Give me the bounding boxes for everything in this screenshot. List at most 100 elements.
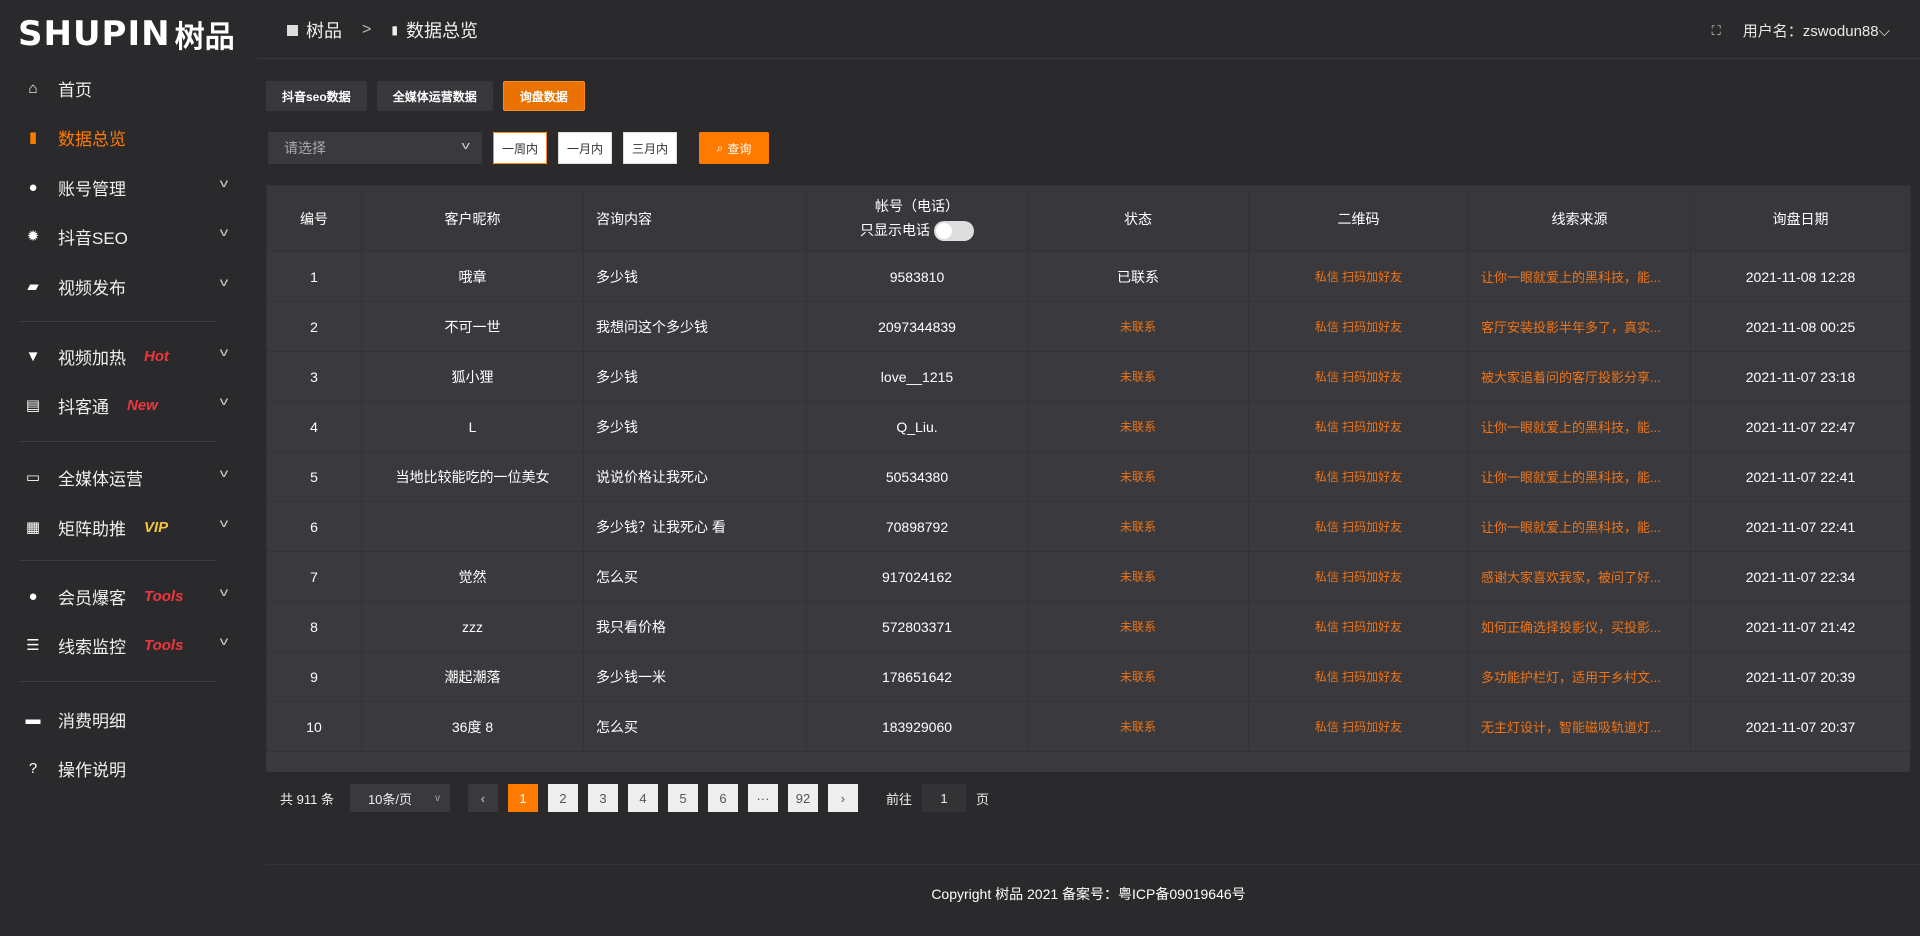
gear-icon: ✹: [26, 228, 40, 245]
page-button[interactable]: 2: [547, 784, 578, 812]
cell-account: Q_Liu.: [806, 401, 1028, 452]
next-page-button[interactable]: ›: [827, 784, 858, 812]
account-select[interactable]: 请选择 v: [268, 132, 482, 164]
total-count: 共 911 条: [280, 791, 334, 807]
chevron-down-icon: v: [219, 466, 229, 480]
sidebar-item-10[interactable]: ☰ 线索监控 Tools v: [0, 625, 257, 665]
user-icon: ●: [28, 178, 38, 196]
cell-source[interactable]: 让你一眼就爱上的黑科技，能...: [1468, 251, 1691, 302]
page-button[interactable]: 92: [787, 784, 818, 812]
range-week-button[interactable]: 一周内: [493, 132, 547, 164]
sidebar-item-label: 消费明细: [58, 711, 126, 731]
cell-id: 6: [266, 501, 362, 552]
table-row: 9 潮起潮落 多少钱一米 178651642 未联系 私信 扫码加好友 多功能护栏灯，适用于…: [266, 651, 1911, 702]
cell-date: 2021-11-07 22:41: [1690, 451, 1911, 502]
cell-status: 未联系: [1027, 401, 1249, 452]
sidebar-item-3[interactable]: ✹ 抖音SEO v: [0, 216, 257, 256]
cell-id: 9: [266, 651, 362, 702]
user-menu[interactable]: 用户名：zswodun88⌵: [1743, 20, 1890, 41]
cell-status: 未联系: [1027, 651, 1249, 702]
query-button[interactable]: ⌕ 查询: [699, 132, 769, 164]
breadcrumb-separator: >: [362, 21, 372, 38]
grid-icon: ▦: [25, 519, 41, 536]
cell-content: 说说价格让我死心: [583, 451, 807, 502]
header-account-label: 帐号（电话）: [875, 197, 959, 214]
sidebar-item-6[interactable]: ▤ 抖客通 New v: [0, 385, 257, 425]
sidebar-item-2[interactable]: ● 账号管理 v: [0, 167, 257, 207]
help-icon: ?: [28, 759, 38, 777]
more-pages-button[interactable]: ···: [747, 784, 778, 812]
sidebar-item-12[interactable]: ? 操作说明: [0, 748, 257, 788]
cell-content: 多少钱？让我死心 看: [583, 501, 807, 552]
cell-source[interactable]: 感谢大家喜欢我家，被问了好...: [1468, 551, 1691, 602]
search-icon: ⌕: [716, 140, 724, 155]
page-button[interactable]: 5: [667, 784, 698, 812]
cell-source[interactable]: 无主灯设计，智能磁吸轨道灯...: [1468, 701, 1691, 752]
cell-source[interactable]: 如何正确选择投影仪，买投影...: [1468, 601, 1691, 652]
header-id: 编号: [266, 185, 362, 252]
range-3month-button[interactable]: 三月内: [623, 132, 677, 164]
page-button[interactable]: 3: [587, 784, 618, 812]
top-header: 树品 > ▮ 数据总览 ⛶ 用户名：zswodun88⌵: [257, 0, 1920, 59]
cell-qrcode[interactable]: 私信 扫码加好友: [1248, 351, 1469, 402]
cell-qrcode[interactable]: 私信 扫码加好友: [1248, 301, 1469, 352]
tab-inquiry[interactable]: 询盘数据: [502, 81, 585, 111]
tab-all-media[interactable]: 全媒体运营数据: [376, 81, 493, 111]
sidebar-item-5[interactable]: ▼ 视频加热 Hot v: [0, 336, 257, 376]
cell-date: 2021-11-07 22:34: [1690, 551, 1911, 602]
range-month-button[interactable]: 一月内: [558, 132, 612, 164]
cell-qrcode[interactable]: 私信 扫码加好友: [1248, 501, 1469, 552]
fullscreen-icon[interactable]: ⛶: [1711, 22, 1721, 38]
cell-id: 7: [266, 551, 362, 602]
cell-qrcode[interactable]: 私信 扫码加好友: [1248, 401, 1469, 452]
sidebar-item-8[interactable]: ▦ 矩阵助推 VIP v: [0, 507, 257, 547]
cell-account: 178651642: [806, 651, 1028, 702]
cell-nickname: 当地比较能吃的一位美女: [361, 451, 584, 502]
sidebar-item-9[interactable]: ● 会员爆客 Tools v: [0, 576, 257, 616]
prev-page-button[interactable]: ‹: [467, 784, 498, 812]
logo[interactable]: SHUPIN 树品: [18, 14, 235, 54]
sidebar-item-11[interactable]: ▬ 消费明细: [0, 699, 257, 739]
cell-qrcode[interactable]: 私信 扫码加好友: [1248, 601, 1469, 652]
sidebar-item-7[interactable]: ▭ 全媒体运营 v: [0, 457, 257, 497]
cell-source[interactable]: 让你一眼就爱上的黑科技，能...: [1468, 501, 1691, 552]
sidebar-item-1[interactable]: ▮ 数据总览: [0, 117, 257, 157]
goto-page-input[interactable]: 1: [921, 784, 966, 812]
cell-source[interactable]: 客厅安装投影半年多了，真实...: [1468, 301, 1691, 352]
chevron-down-icon: v: [219, 394, 229, 408]
tab-douyin-seo[interactable]: 抖音seo数据: [266, 81, 367, 111]
chevron-down-icon: v: [219, 585, 229, 599]
breadcrumb-item-home[interactable]: 树品: [306, 21, 342, 41]
cell-account: 917024162: [806, 551, 1028, 602]
cell-status: 未联系: [1027, 451, 1249, 502]
sidebar-badge: VIP: [144, 518, 169, 536]
sidebar-item-4[interactable]: ▰ 视频发布 v: [0, 266, 257, 306]
cell-qrcode[interactable]: 私信 扫码加好友: [1248, 251, 1469, 302]
user-icon: ●: [28, 587, 38, 605]
home-icon: ⌂: [28, 79, 38, 97]
page-button[interactable]: 6: [707, 784, 738, 812]
breadcrumb-item-current: 数据总览: [405, 21, 478, 41]
cell-source[interactable]: 被大家追着问的客厅投影分享...: [1468, 351, 1691, 402]
cell-status: 已联系: [1027, 251, 1249, 302]
page-button[interactable]: 4: [627, 784, 658, 812]
sidebar-item-label: 矩阵助推: [58, 519, 126, 539]
cell-qrcode[interactable]: 私信 扫码加好友: [1248, 651, 1469, 702]
sidebar-item-0[interactable]: ⌂ 首页: [0, 68, 257, 108]
cell-content: 怎么买: [583, 551, 807, 602]
page-button[interactable]: 1: [507, 784, 538, 812]
cell-source[interactable]: 多功能护栏灯，适用于乡村文...: [1468, 651, 1691, 702]
phone-only-toggle[interactable]: [934, 221, 974, 242]
cell-nickname: 哦章: [361, 251, 584, 302]
cell-account: 9583810: [806, 251, 1028, 302]
cell-qrcode[interactable]: 私信 扫码加好友: [1248, 551, 1469, 602]
page-size-select[interactable]: 10条/页 v: [349, 784, 450, 812]
table-row: 8 zzz 我只看价格 572803371 未联系 私信 扫码加好友 如何正确选择投影仪，买…: [266, 601, 1911, 652]
header-content: 咨询内容: [583, 185, 807, 252]
cell-qrcode[interactable]: 私信 扫码加好友: [1248, 701, 1469, 752]
cell-source[interactable]: 让你一眼就爱上的黑科技，能...: [1468, 401, 1691, 452]
chevron-down-icon: v: [219, 345, 229, 359]
cell-nickname: zzz: [361, 601, 584, 652]
cell-source[interactable]: 让你一眼就爱上的黑科技，能...: [1468, 451, 1691, 502]
cell-qrcode[interactable]: 私信 扫码加好友: [1248, 451, 1469, 502]
